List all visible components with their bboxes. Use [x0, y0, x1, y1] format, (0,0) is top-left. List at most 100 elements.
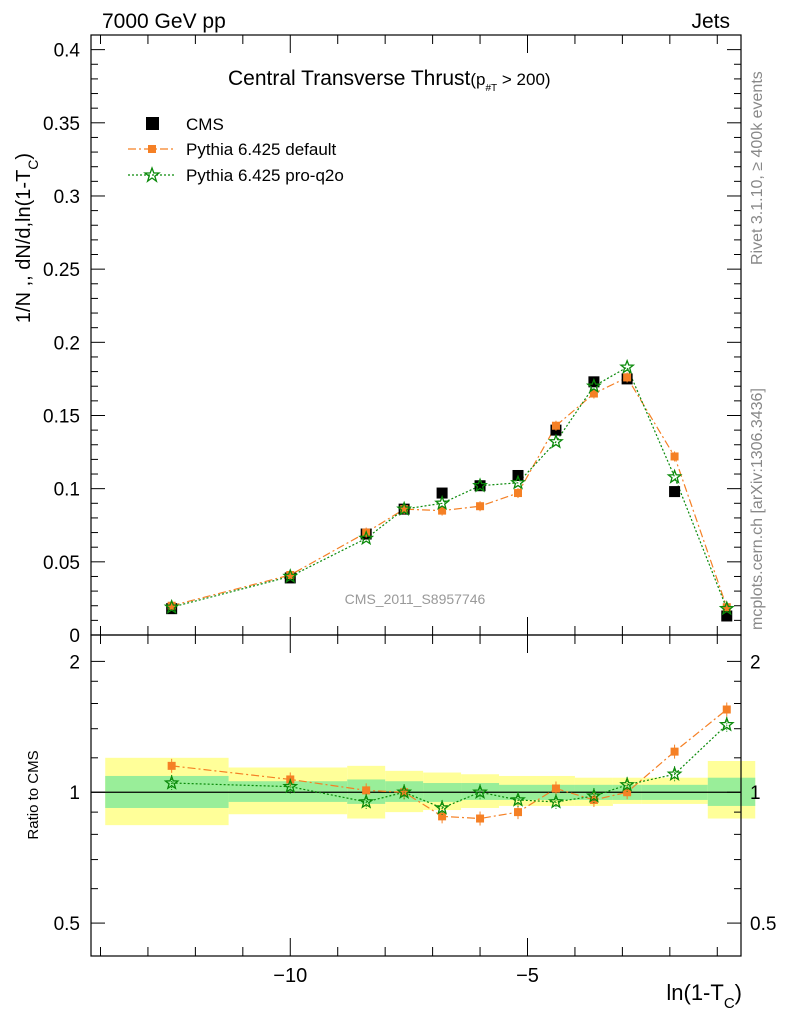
- ratio-point-proq2o: [510, 791, 526, 807]
- point-proq2o: [472, 477, 488, 493]
- point-cms: [474, 480, 486, 492]
- ratio-point-proq2o: [163, 774, 180, 790]
- ratio-point-proq2o: [396, 783, 413, 799]
- rivet-label: Rivet 3.1.10, ≥ 400k events: [749, 71, 766, 265]
- point-proq2o: [163, 598, 180, 614]
- watermark: CMS_2011_S8957746: [345, 591, 486, 607]
- ratio-ticks: [91, 635, 741, 956]
- ratio-plot-content: [91, 702, 756, 826]
- chart-title: Central Transverse Thrust(p#T > 200): [228, 67, 551, 94]
- legend-label-default: Pythia 6.425 default: [186, 140, 337, 159]
- point-proq2o: [619, 358, 636, 374]
- point-default: [286, 571, 295, 579]
- xlabel-tail: ): [735, 980, 742, 1005]
- ratio-point-proq2o: [282, 778, 299, 794]
- ratio-panel: 0.5 0.5 1 1 2 2 −10 −5 Ratio to CMS ln(1-TC): [25, 634, 777, 1012]
- main-ticks: [91, 34, 741, 636]
- legend: CMS Pythia 6.425 default Pythia 6.425 pr…: [128, 115, 344, 185]
- mcplots-label: mcplots.cern.ch [arXiv:1306.3436]: [749, 388, 766, 630]
- title-sub: (p: [470, 70, 485, 89]
- ratio-line-proq2o: [171, 724, 728, 809]
- title-tail: > 200): [497, 70, 550, 89]
- point-proq2o: [585, 377, 602, 393]
- y-tick-label: 0.2: [54, 333, 80, 354]
- title-sub-index: #T: [486, 83, 498, 94]
- point-proq2o: [548, 433, 564, 449]
- ratio-y-tick-label-right: 1: [750, 783, 761, 804]
- ratio-point-default: [670, 747, 679, 756]
- point-proq2o: [358, 530, 375, 546]
- ratio-y-tick-label-right: 0.5: [750, 914, 776, 935]
- ratio-point-default: [362, 786, 371, 795]
- main-panel: 0 0.05 0.1 0.15 0.2 0.25 0.3 0.35 0.4 CMS_2011_S…: [13, 34, 742, 647]
- ratio-y-label: Ratio to CMS: [25, 750, 42, 839]
- point-default: [722, 603, 731, 612]
- y-tick-label: 0.1: [54, 480, 80, 501]
- x-tick-label: −5: [516, 965, 539, 987]
- title-main: Central Transverse Thrust: [228, 67, 471, 90]
- legend-marker-default: [148, 145, 156, 153]
- ratio-point-default: [476, 814, 485, 823]
- point-proq2o: [396, 500, 413, 516]
- header-left: 7000 GeV pp: [102, 10, 226, 33]
- ratio-y-tick-label-left: 2: [69, 652, 80, 673]
- ylabel-tail: ): [13, 153, 35, 160]
- ratio-y-tick-label-left: 1: [69, 783, 80, 804]
- point-default: [551, 421, 560, 430]
- point-cms: [436, 487, 448, 499]
- ylabel-sub: C: [25, 160, 41, 170]
- point-cms: [721, 610, 733, 622]
- y-axis-label: 1/N ,, dN/d,ln(1-TC): [13, 153, 41, 323]
- y-tick-label: 0.4: [54, 41, 81, 62]
- band-inner: [461, 783, 500, 800]
- ratio-point-default: [514, 808, 523, 817]
- point-proq2o: [434, 494, 451, 511]
- ylabel-main: 1/N ,, dN/d,ln(1-T: [13, 170, 35, 323]
- legend-label-proq2o: Pythia 6.425 pro-q2o: [186, 166, 344, 185]
- ratio-point-default: [623, 788, 632, 797]
- ratio-point-default: [722, 705, 731, 714]
- point-default: [167, 601, 176, 610]
- point-default: [476, 502, 485, 511]
- x-tick-label: −10: [273, 965, 307, 987]
- point-cms: [669, 486, 681, 498]
- main-ytick-labels: 0 0.05 0.1 0.15 0.2 0.25 0.3 0.35 0.4: [43, 41, 80, 647]
- ratio-point-default: [589, 795, 598, 804]
- point-default: [514, 489, 523, 498]
- x-tick-labels: −10 −5: [273, 965, 539, 987]
- x-axis-label: ln(1-TC): [666, 980, 742, 1012]
- y-tick-label: 0.15: [43, 406, 80, 427]
- series-line-default: [171, 376, 728, 608]
- point-proq2o: [718, 600, 735, 616]
- ratio-point-proq2o: [718, 716, 735, 732]
- ratio-y-tick-label-right: 2: [750, 652, 761, 673]
- ratio-point-proq2o: [548, 793, 564, 809]
- point-default: [438, 506, 447, 515]
- ratio-point-proq2o: [358, 793, 375, 809]
- xlabel-sub: C: [724, 995, 735, 1012]
- ratio-line-default: [171, 709, 728, 820]
- y-tick-label: 0.35: [43, 114, 80, 135]
- ratio-point-default: [438, 812, 447, 821]
- xlabel-main: ln(1-T: [666, 980, 723, 1005]
- ratio-frame: [90, 634, 742, 957]
- point-default: [589, 389, 598, 398]
- point-default: [670, 452, 679, 461]
- series-line-proq2o: [171, 366, 728, 609]
- point-cms: [588, 376, 600, 388]
- point-proq2o: [510, 474, 526, 490]
- y-tick-label: 0: [69, 626, 80, 647]
- legend-marker-proq2o: [143, 166, 161, 183]
- ratio-ytick-labels: 0.5 0.5 1 1 2 2: [54, 652, 777, 935]
- ratio-y-tick-label-left: 0.5: [54, 914, 80, 935]
- ratio-point-default: [167, 761, 176, 770]
- ratio-point-proq2o: [434, 799, 451, 815]
- ratio-point-proq2o: [666, 765, 683, 782]
- point-default: [400, 505, 409, 514]
- ratio-point-proq2o: [619, 776, 636, 792]
- point-proq2o: [666, 468, 683, 484]
- y-tick-label: 0.05: [43, 553, 80, 574]
- point-default: [623, 373, 632, 382]
- header-right: Jets: [691, 10, 730, 33]
